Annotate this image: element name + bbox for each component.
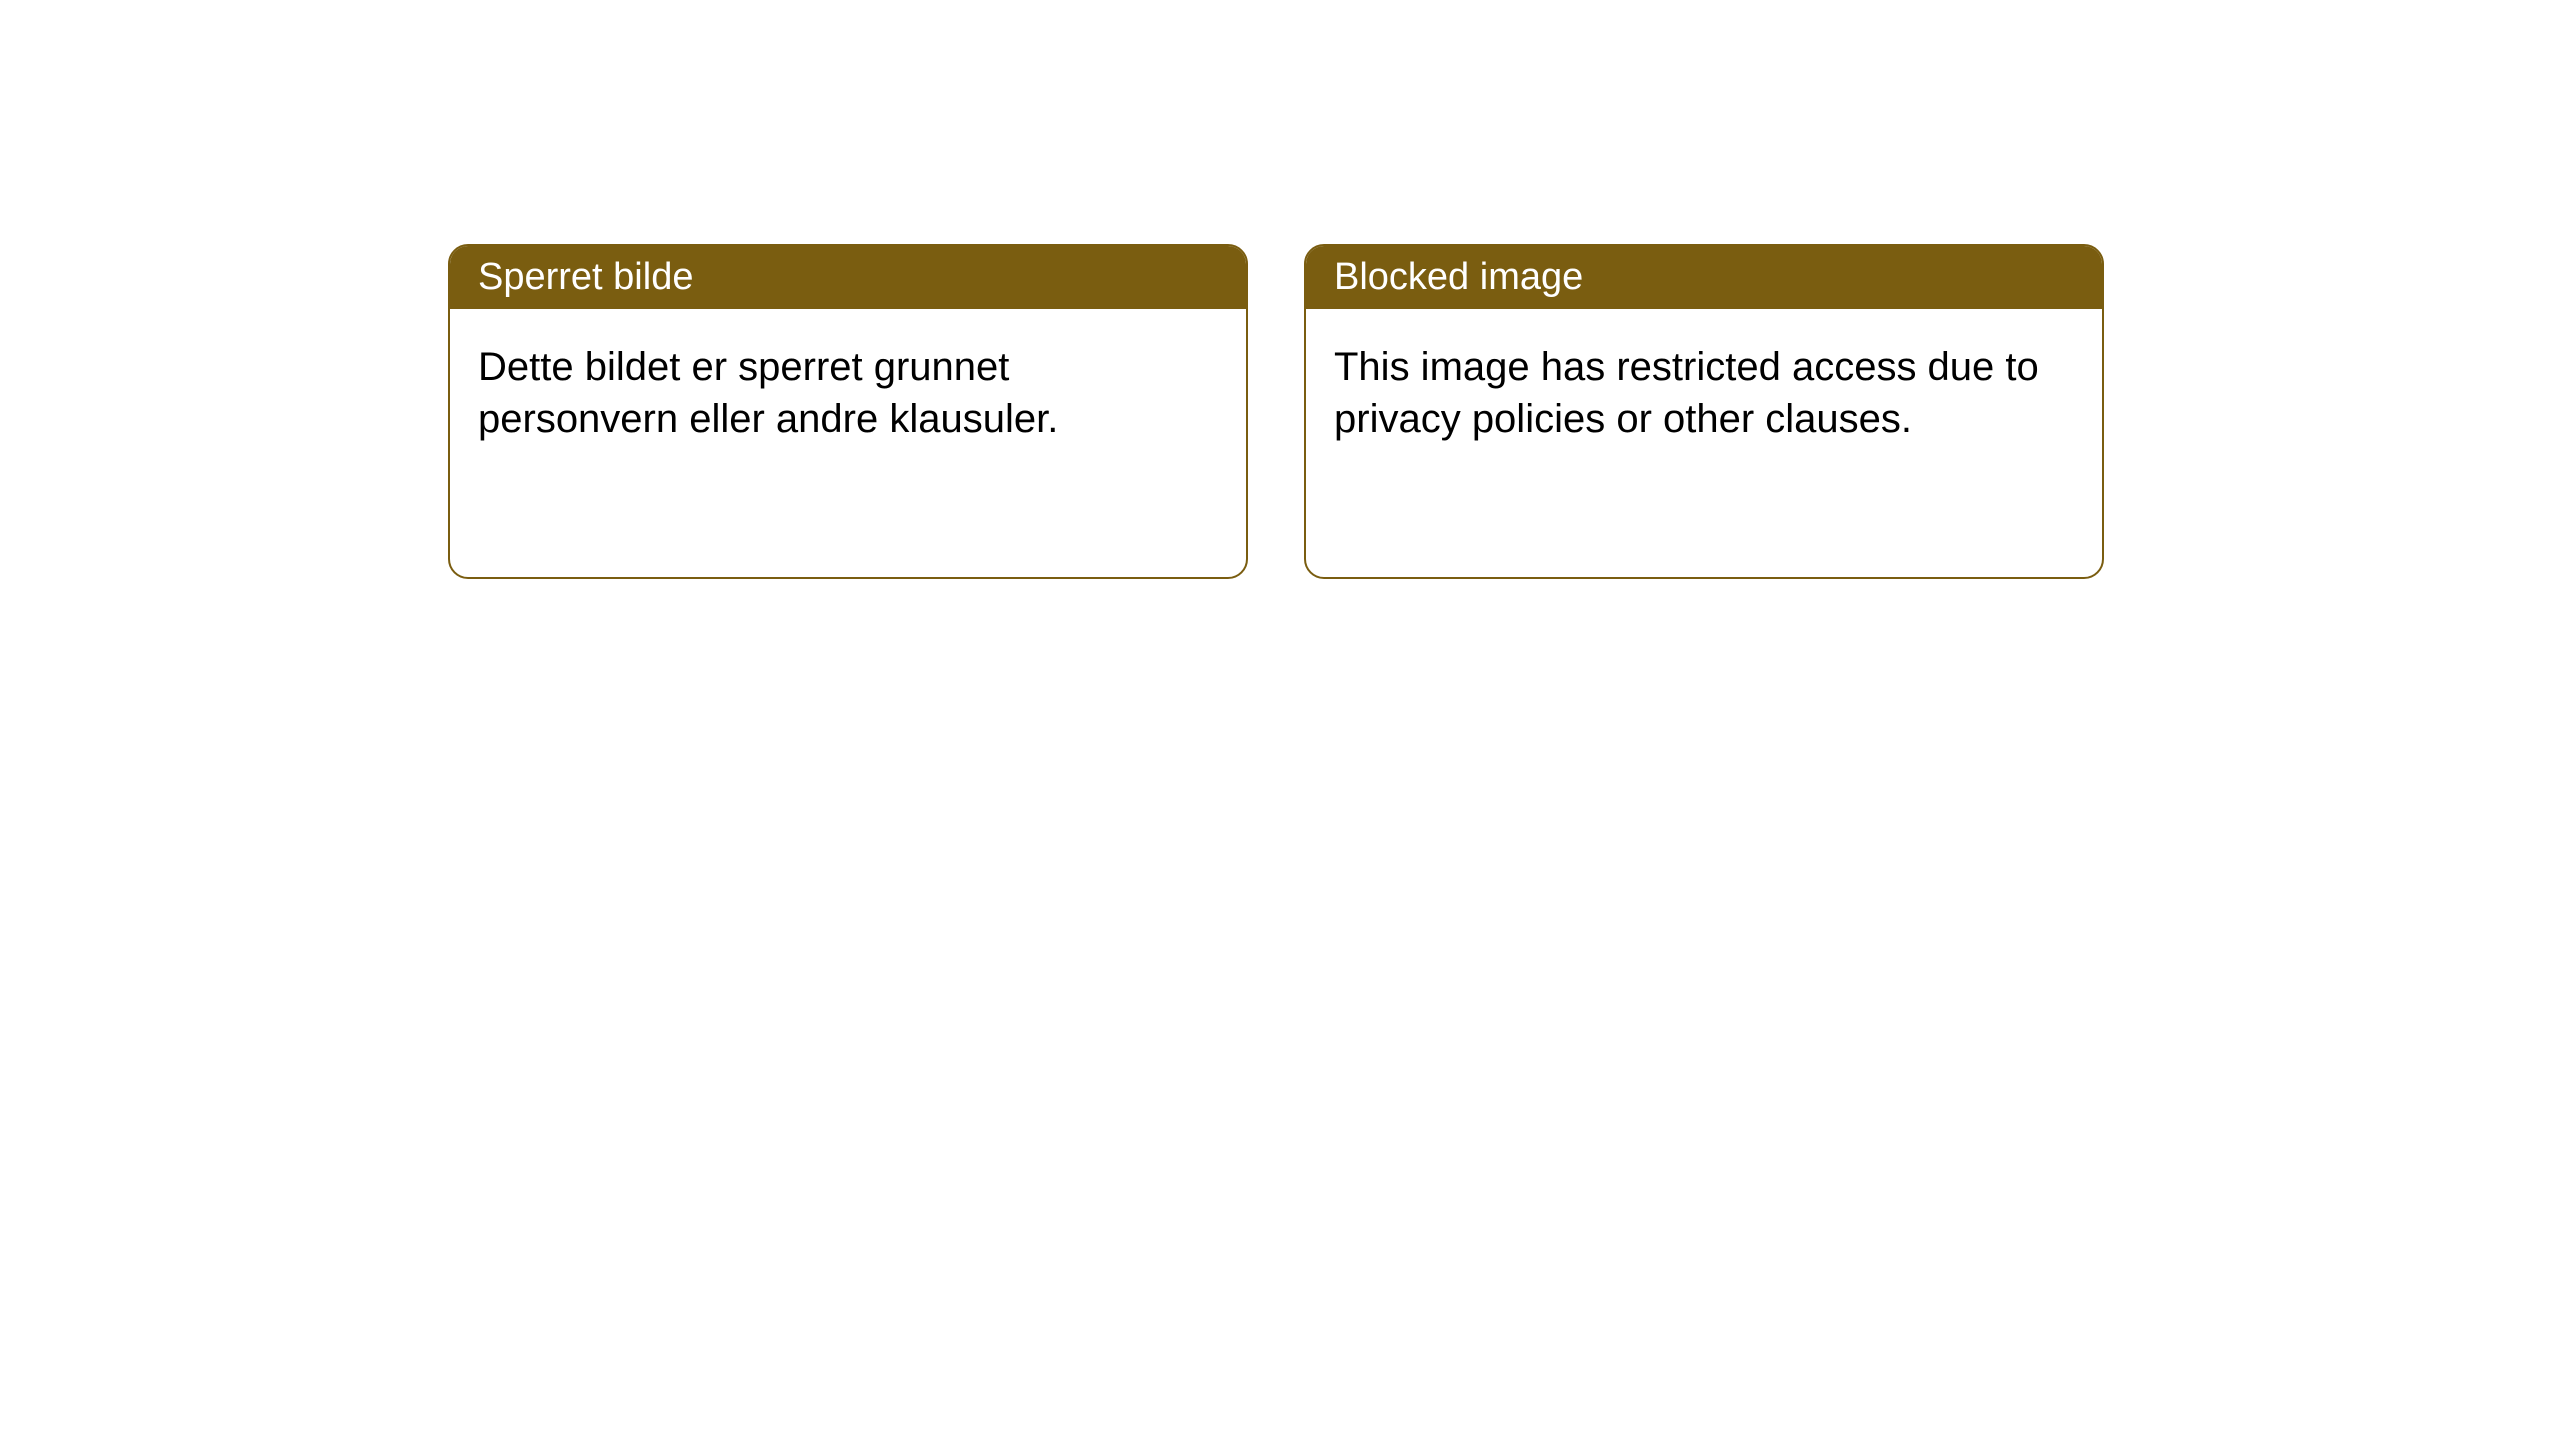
notice-container: Sperret bilde Dette bildet er sperret gr… — [448, 244, 2104, 579]
notice-header-english: Blocked image — [1306, 246, 2102, 309]
notice-card-english: Blocked image This image has restricted … — [1304, 244, 2104, 579]
notice-body-english: This image has restricted access due to … — [1306, 309, 2102, 577]
notice-header-norwegian: Sperret bilde — [450, 246, 1246, 309]
notice-body-norwegian: Dette bildet er sperret grunnet personve… — [450, 309, 1246, 577]
notice-card-norwegian: Sperret bilde Dette bildet er sperret gr… — [448, 244, 1248, 579]
